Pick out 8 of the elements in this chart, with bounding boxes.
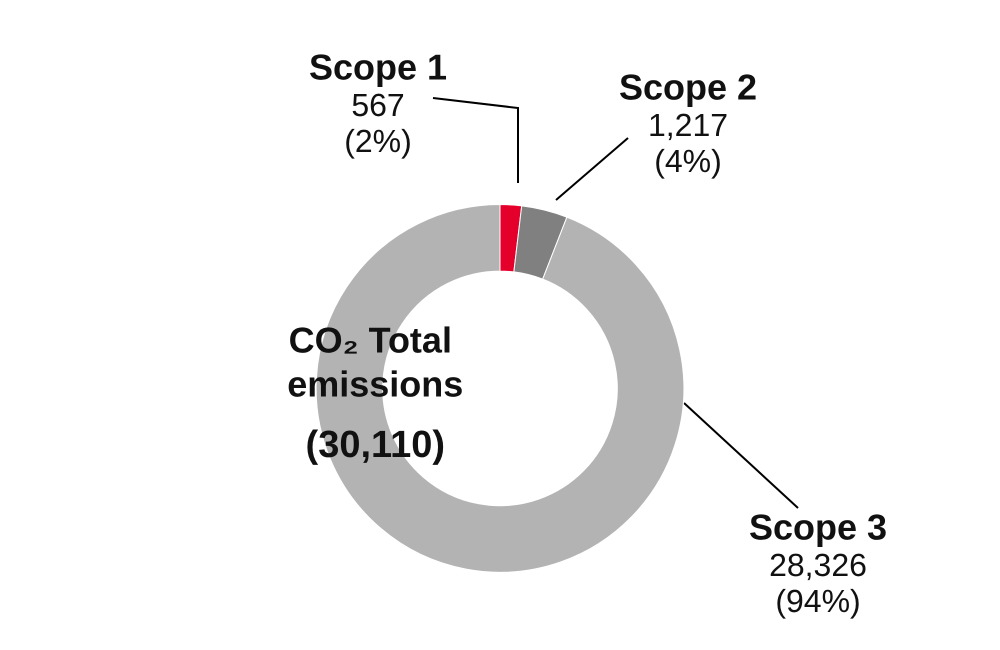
text: CO₂ Total emissions: [287, 320, 464, 404]
data-label: 567 (2%): [344, 87, 412, 159]
data-label: 28,326 (94%): [769, 547, 867, 619]
slice-label: Scope 3: [748, 506, 888, 548]
text: (30,110): [306, 424, 446, 466]
slice-label: Scope 2: [618, 66, 758, 108]
data-label: 1,217 (4%): [648, 107, 728, 179]
slice-label: Scope 1: [308, 46, 448, 88]
